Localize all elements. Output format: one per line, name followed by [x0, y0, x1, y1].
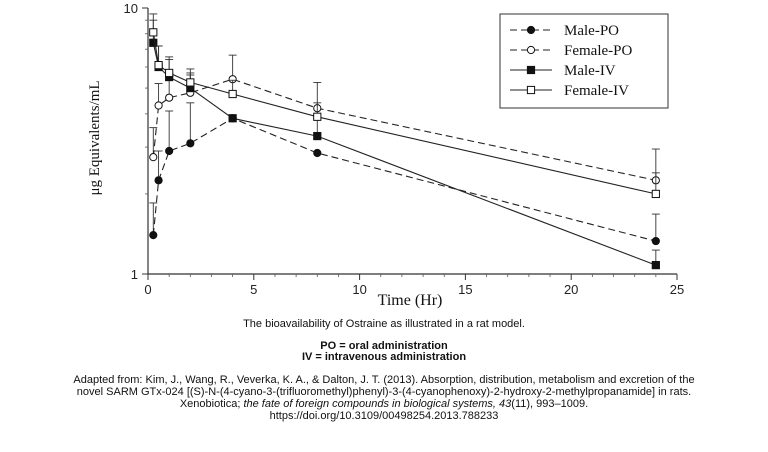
citation-line-3: Xenobiotica; the fate of foreign compoun… — [0, 398, 768, 410]
data-point-female-iv — [228, 89, 237, 99]
legend-marker-female-iv — [526, 85, 536, 95]
y-tick-label: 1 — [131, 267, 138, 282]
data-point-male-po — [165, 146, 174, 156]
data-point-male-iv — [149, 38, 158, 47]
data-point-male-po — [154, 176, 163, 185]
citation-journal-title: the fate of foreign compounds in biologi… — [243, 398, 512, 410]
axes — [147, 8, 677, 275]
data-point-female-iv — [165, 68, 174, 78]
data-point-female-iv — [149, 28, 158, 37]
citation-line-2: novel SARM GTx-024 [(S)-N-(4-cyano-3-(tr… — [76, 386, 692, 398]
x-tick-label: 5 — [250, 282, 257, 297]
legend-label-male-iv: Male-IV — [564, 63, 616, 79]
citation: Adapted from: Kim, J., Wang, R., Veverka… — [0, 374, 768, 422]
legend-label-male-po: Male-PO — [564, 23, 619, 39]
data-point-female-po — [149, 153, 158, 162]
legend: Male-PO Female-PO Male-IV Female-IV — [499, 13, 669, 109]
data-point-female-iv — [313, 112, 322, 121]
series-female-iv — [149, 13, 660, 199]
data-point-female-iv — [186, 78, 195, 87]
series-male-po — [149, 102, 660, 246]
data-point-female-iv — [651, 189, 660, 199]
legend-label-female-po: Female-PO — [564, 43, 632, 59]
y-tick-label: 10 — [124, 1, 138, 16]
po-definition: PO = oral administration — [320, 340, 448, 352]
x-tick-label: 25 — [670, 282, 684, 297]
citation-issue-pages: (11), 993–1009. — [511, 398, 589, 410]
iv-definition: IV = intravenous administration — [301, 351, 467, 363]
data-point-male-iv — [313, 131, 322, 141]
data-point-female-iv — [154, 61, 163, 70]
y-axis-label: μg Equivalents/mL — [87, 80, 103, 195]
data-point-male-iv — [651, 261, 660, 270]
x-axis-label: Time (Hr) — [378, 292, 443, 309]
data-point-female-po — [165, 93, 174, 102]
data-point-male-po — [149, 231, 158, 240]
figure-caption: The bioavailability of Ostraine as illus… — [243, 318, 525, 330]
x-tick-label: 0 — [144, 282, 151, 297]
x-tick-label: 15 — [458, 282, 472, 297]
data-point-male-iv — [228, 114, 237, 123]
data-point-female-po — [154, 101, 163, 110]
citation-line-1: Adapted from: Kim, J., Wang, R., Veverka… — [73, 374, 695, 386]
pk-chart: 0 5 10 15 20 25 1 10 μg Equivalents/mL Time (Hr… — [87, 1, 685, 309]
citation-journal: Xenobiotica; — [179, 398, 244, 410]
ticks: 0 5 10 15 20 25 1 10 — [124, 1, 685, 297]
citation-doi[interactable]: https://doi.org/10.3109/00498254.2013.78… — [269, 410, 499, 422]
x-tick-label: 20 — [564, 282, 578, 297]
series-layer — [149, 13, 660, 270]
legend-label-female-iv: Female-IV — [564, 83, 629, 99]
data-point-male-po — [186, 139, 195, 148]
x-tick-label: 10 — [352, 282, 366, 297]
legend-marker-male-iv — [526, 65, 536, 75]
data-point-male-po — [651, 236, 660, 246]
legend-marker-male-po — [526, 25, 536, 35]
data-point-male-po — [313, 148, 322, 158]
legend-marker-female-po — [526, 45, 536, 55]
